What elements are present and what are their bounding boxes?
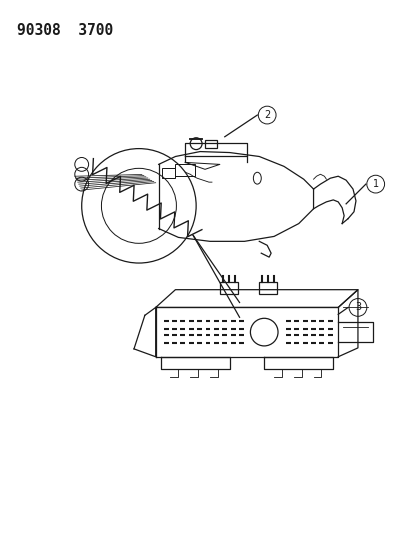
Text: 1: 1 xyxy=(372,179,378,189)
Text: 3: 3 xyxy=(354,302,360,312)
Text: 2: 2 xyxy=(263,110,270,120)
Text: 90308  3700: 90308 3700 xyxy=(17,23,113,38)
